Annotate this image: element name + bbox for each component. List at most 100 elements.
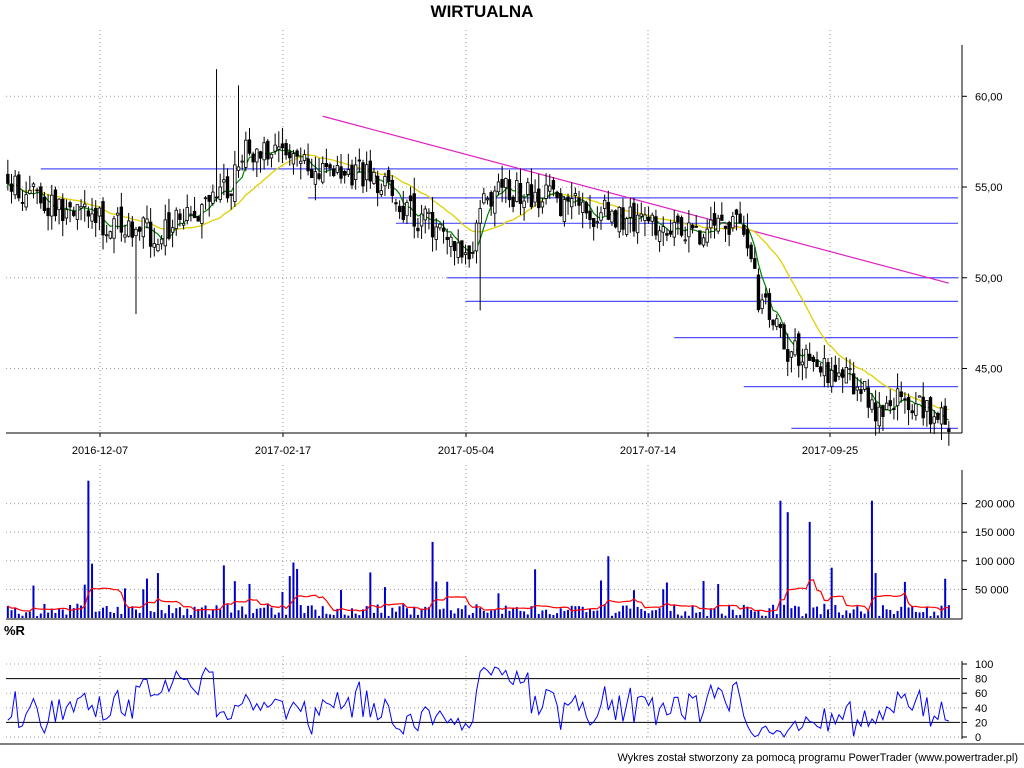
candle-body [928,397,933,425]
volume-bar [464,605,467,618]
volume-bar [318,615,321,618]
volume-bar [292,562,295,618]
candle-body [181,222,186,226]
candle-body [258,151,263,159]
candle-body [299,160,303,164]
candle-body [61,198,65,221]
candle-body [804,348,808,369]
candle-body [855,386,859,391]
volume-y-tick-label: 200 000 [975,499,1015,511]
volume-bar [365,606,368,618]
volume-bar [764,615,767,618]
volume-bar [288,576,291,618]
volume-bar [647,613,650,618]
volume-bar [149,611,152,618]
volume-y-tick-label: 100 000 [975,556,1015,568]
candle-body [372,171,376,184]
candle-body [46,207,50,217]
candle-body [738,213,742,224]
volume-bar [636,606,639,618]
volume-bar [709,608,712,618]
volume-bar [383,587,386,618]
candle-body [602,199,607,209]
volume-bar [102,607,105,618]
candle-body [17,174,21,199]
volume-bar [142,589,145,618]
candle-body [53,189,58,217]
candle-body [9,183,14,192]
volume-bar [442,608,445,618]
volume-bar [889,609,892,618]
volume-bar [885,609,888,618]
volume-bar [907,607,910,618]
candle-body [808,353,812,361]
volume-bar [303,613,306,618]
candle-body [943,405,947,425]
volume-bar [182,615,185,618]
candle-body [200,204,204,224]
volume-bar [618,611,621,618]
candle-body [895,388,900,407]
volume-bar [72,608,75,618]
candle-body [332,168,336,176]
candle-body [137,226,142,232]
candle-body [588,210,592,221]
volume-bar [501,613,504,618]
volume-bar [834,605,837,618]
volume-bar [570,605,573,618]
x-tick-label: 2017-09-25 [802,445,858,457]
volume-bar [413,606,416,618]
candle-body [712,213,717,226]
candle-body [720,214,724,221]
volume-bar [25,612,28,618]
candle-body [247,139,252,154]
candle-body [108,231,113,239]
candle-body [174,209,178,229]
candle-body [676,215,680,223]
volume-bar [369,572,372,618]
candle-body [148,221,153,247]
candle-body [386,170,391,182]
volume-bar [274,614,277,618]
volume-bar [805,613,808,618]
candle-body [559,193,563,217]
volume-bar [134,609,137,618]
volume-bar [270,607,273,618]
candle-body [548,185,552,192]
candle-body [42,196,47,212]
candle-body [471,252,475,254]
volume-bar [812,607,815,618]
candle-body [906,396,911,411]
candle-body [731,216,735,229]
candle-body [445,236,449,241]
volume-bar [307,605,310,618]
volume-bar [731,609,734,618]
candle-body [233,164,237,202]
candle-body [28,189,32,194]
volume-bar [578,606,581,618]
candle-body [760,299,764,310]
candle-body [507,179,512,201]
candle-body [690,224,695,229]
volume-bar [248,583,251,618]
volume-bar [706,615,709,618]
volume-bar [50,608,53,618]
volume-y-tick-label: 150 000 [975,527,1015,539]
volume-bar [794,605,797,618]
candle-body [851,373,856,395]
volume-bar [827,609,830,618]
volume-bar [468,615,471,618]
wr-pane-label: %R [4,623,25,638]
candle-body [75,204,80,220]
volume-bar [918,612,921,618]
volume-bar [530,606,533,618]
candle-body [628,206,632,218]
volume-bar [900,606,903,618]
volume-bar [98,611,101,618]
candle-body [324,163,329,168]
candle-body [123,234,127,238]
volume-bar [830,567,833,618]
volume-bar [424,606,427,618]
volume-bar [944,578,947,618]
candle-body [335,165,340,173]
